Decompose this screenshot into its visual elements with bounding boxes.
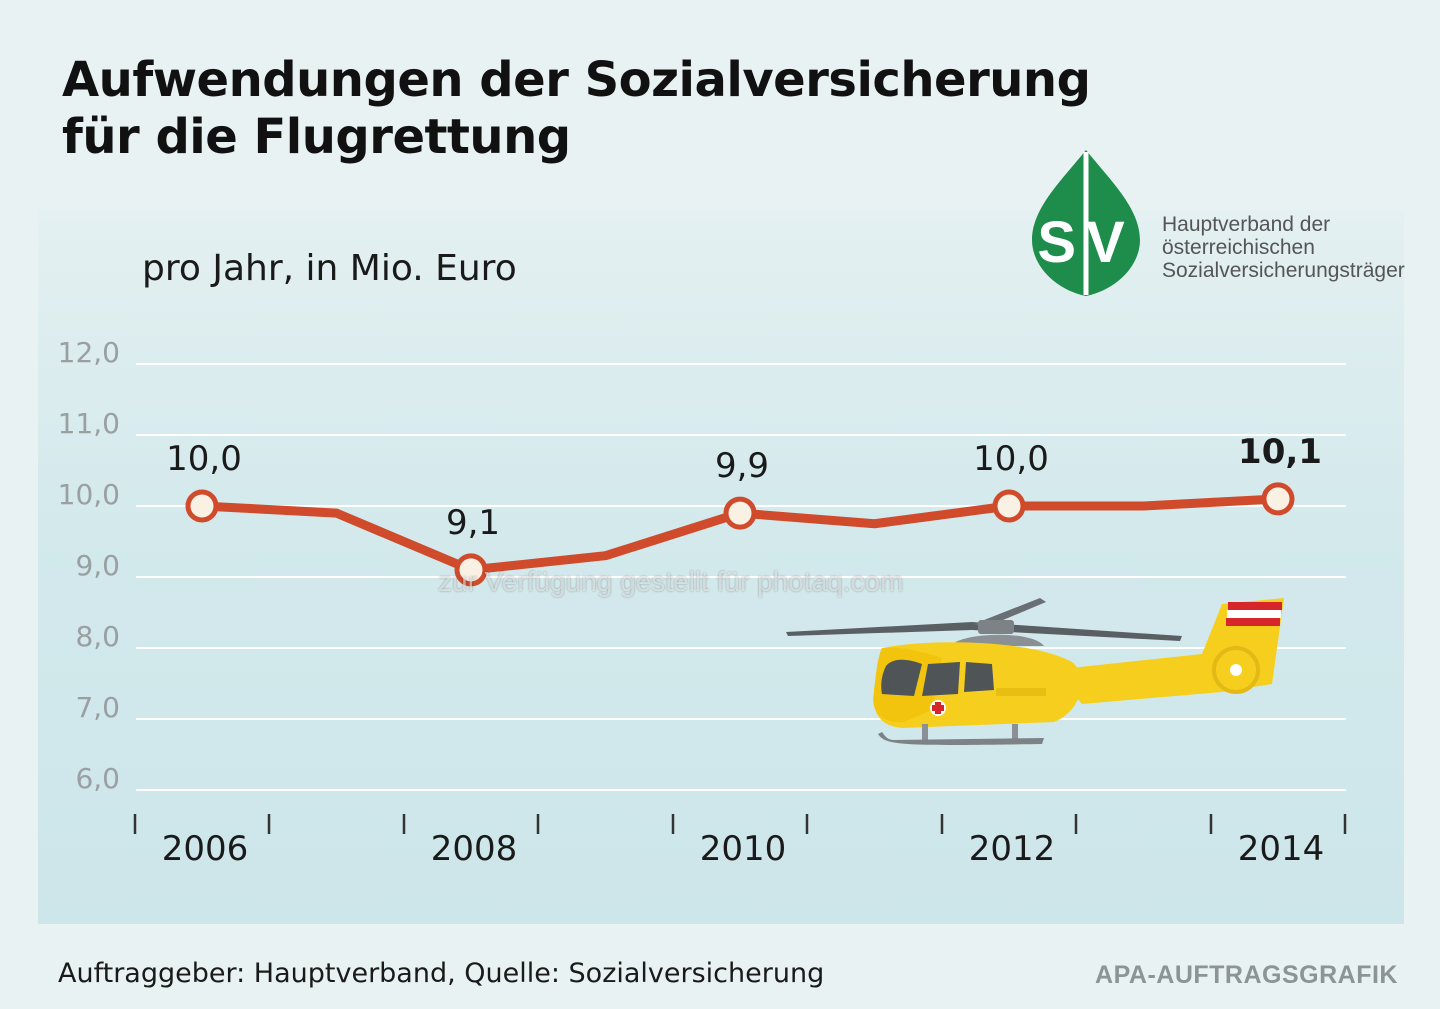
- data-point-marker: [723, 496, 757, 530]
- data-markers: [185, 482, 1295, 587]
- title-line-2: für die Flugrettung: [62, 109, 571, 165]
- watermark-text: zur Verfügung gestellt für photaq.com: [438, 566, 904, 597]
- source-note: Auftraggeber: Hauptverband, Quelle: Sozi…: [58, 958, 825, 989]
- logo-letters: SV: [1037, 210, 1134, 275]
- data-point-marker: [185, 489, 219, 523]
- y-tick-label: 11,0: [58, 407, 120, 440]
- data-point-marker: [992, 489, 1026, 523]
- logo-text-line-2: österreichischen: [1162, 236, 1315, 259]
- x-axis-ticks: 2006 2008 2010 2012 2014: [133, 814, 1347, 869]
- chart-title: Aufwendungen der Sozialversicherung für …: [62, 52, 1091, 166]
- y-tick-label: 8,0: [75, 620, 120, 653]
- y-tick-label: 7,0: [75, 691, 120, 724]
- credit-label: APA-AUFTRAGSGRAFIK: [1095, 961, 1398, 989]
- y-tick-label: 12,0: [58, 336, 120, 369]
- grid-lines: [136, 363, 1346, 791]
- y-tick-label: 6,0: [75, 762, 120, 795]
- x-tick-label: 2010: [700, 829, 787, 869]
- data-value-label: 9,9: [715, 446, 769, 486]
- data-labels: 10,0 9,1 9,9 10,0 10,1: [166, 432, 1322, 543]
- x-tick-label: 2008: [431, 829, 518, 869]
- data-value-label: 10,1: [1238, 432, 1322, 472]
- data-value-label: 9,1: [446, 503, 500, 543]
- y-tick-label: 10,0: [58, 478, 120, 511]
- data-value-label: 10,0: [973, 439, 1049, 479]
- logo-text: Hauptverband der österreichischen Sozial…: [1162, 213, 1405, 282]
- title-line-1: Aufwendungen der Sozialversicherung: [62, 52, 1091, 108]
- logo-text-line-1: Hauptverband der: [1162, 213, 1331, 236]
- data-point-marker: [454, 553, 488, 587]
- chart-panel: [38, 210, 1404, 924]
- chart-subtitle: pro Jahr, in Mio. Euro: [142, 248, 517, 289]
- x-tick-label: 2006: [162, 829, 249, 869]
- x-tick-label: 2014: [1238, 829, 1325, 869]
- y-tick-label: 9,0: [75, 549, 120, 582]
- logo-text-line-3: Sozialversicherungsträger: [1162, 259, 1405, 282]
- data-point-marker: [1261, 482, 1295, 516]
- x-tick-label: 2012: [969, 829, 1056, 869]
- y-axis-ticks: 6,0 7,0 8,0 9,0 10,0 11,0 12,0: [58, 336, 120, 795]
- sv-leaf-logo-icon: SV: [1032, 150, 1140, 296]
- helicopter-icon: [786, 598, 1284, 745]
- data-value-label: 10,0: [166, 439, 242, 479]
